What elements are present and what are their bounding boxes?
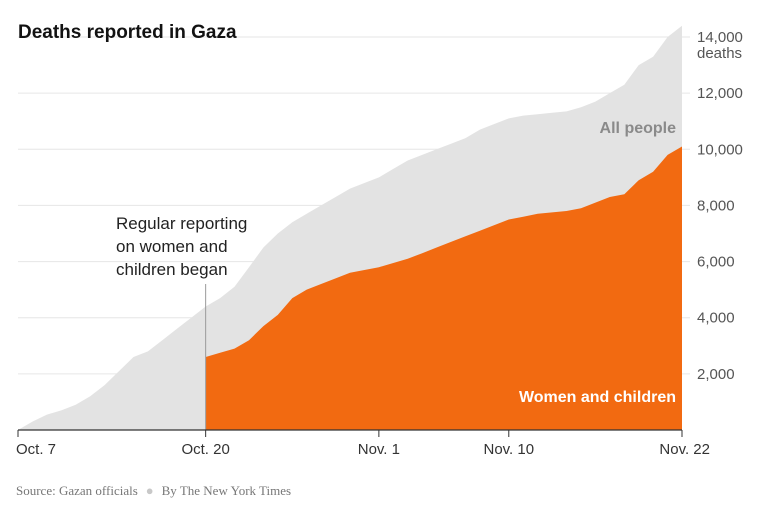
annotation-line-text: on women and [116, 237, 228, 256]
source-line: Source: Gazan officials ● By The New York … [16, 483, 291, 499]
y-tick-label: 8,000 [697, 197, 735, 214]
annotation-text: Regular reporting on women and children be… [116, 214, 247, 279]
x-tick-label: Nov. 22 [659, 441, 710, 458]
series-label-all-people: All people [600, 120, 677, 137]
x-tick-label: Oct. 7 [16, 441, 56, 458]
series-label-women-and-children: Women and children [519, 389, 676, 406]
y-tick-label: 4,000 [697, 310, 735, 327]
annotation-line-text: Regular reporting [116, 214, 247, 233]
x-tick-label: Nov. 1 [358, 441, 400, 458]
x-tick-label: Nov. 10 [483, 441, 534, 458]
byline: By The New York Times [161, 483, 292, 498]
area-chart: 2,000 4,000 6,000 8,000 10,000 12,000 14,000 O… [16, 22, 743, 458]
y-tick-label: 10,000 [697, 141, 743, 158]
y-unit-label: deaths [697, 45, 742, 62]
area-women-and-children [205, 146, 683, 430]
y-axis: 2,000 4,000 6,000 8,000 10,000 12,000 14,000 [697, 29, 743, 383]
annotation-line-text: children began [116, 260, 228, 279]
separator-dot-icon: ● [145, 483, 154, 498]
source-text: Source: Gazan officials [16, 483, 138, 498]
chart-title: Deaths reported in Gaza [18, 22, 237, 43]
y-tick-label: 14,000 [697, 29, 743, 46]
y-tick-label: 2,000 [697, 366, 735, 383]
y-tick-label: 12,000 [697, 85, 743, 102]
x-axis [17, 429, 683, 437]
x-tick-label: Oct. 20 [181, 441, 229, 458]
x-tick-labels: Oct. 7 Oct. 20 Nov. 1 Nov. 10 Nov. 22 [16, 441, 710, 458]
y-tick-label: 6,000 [697, 254, 735, 271]
